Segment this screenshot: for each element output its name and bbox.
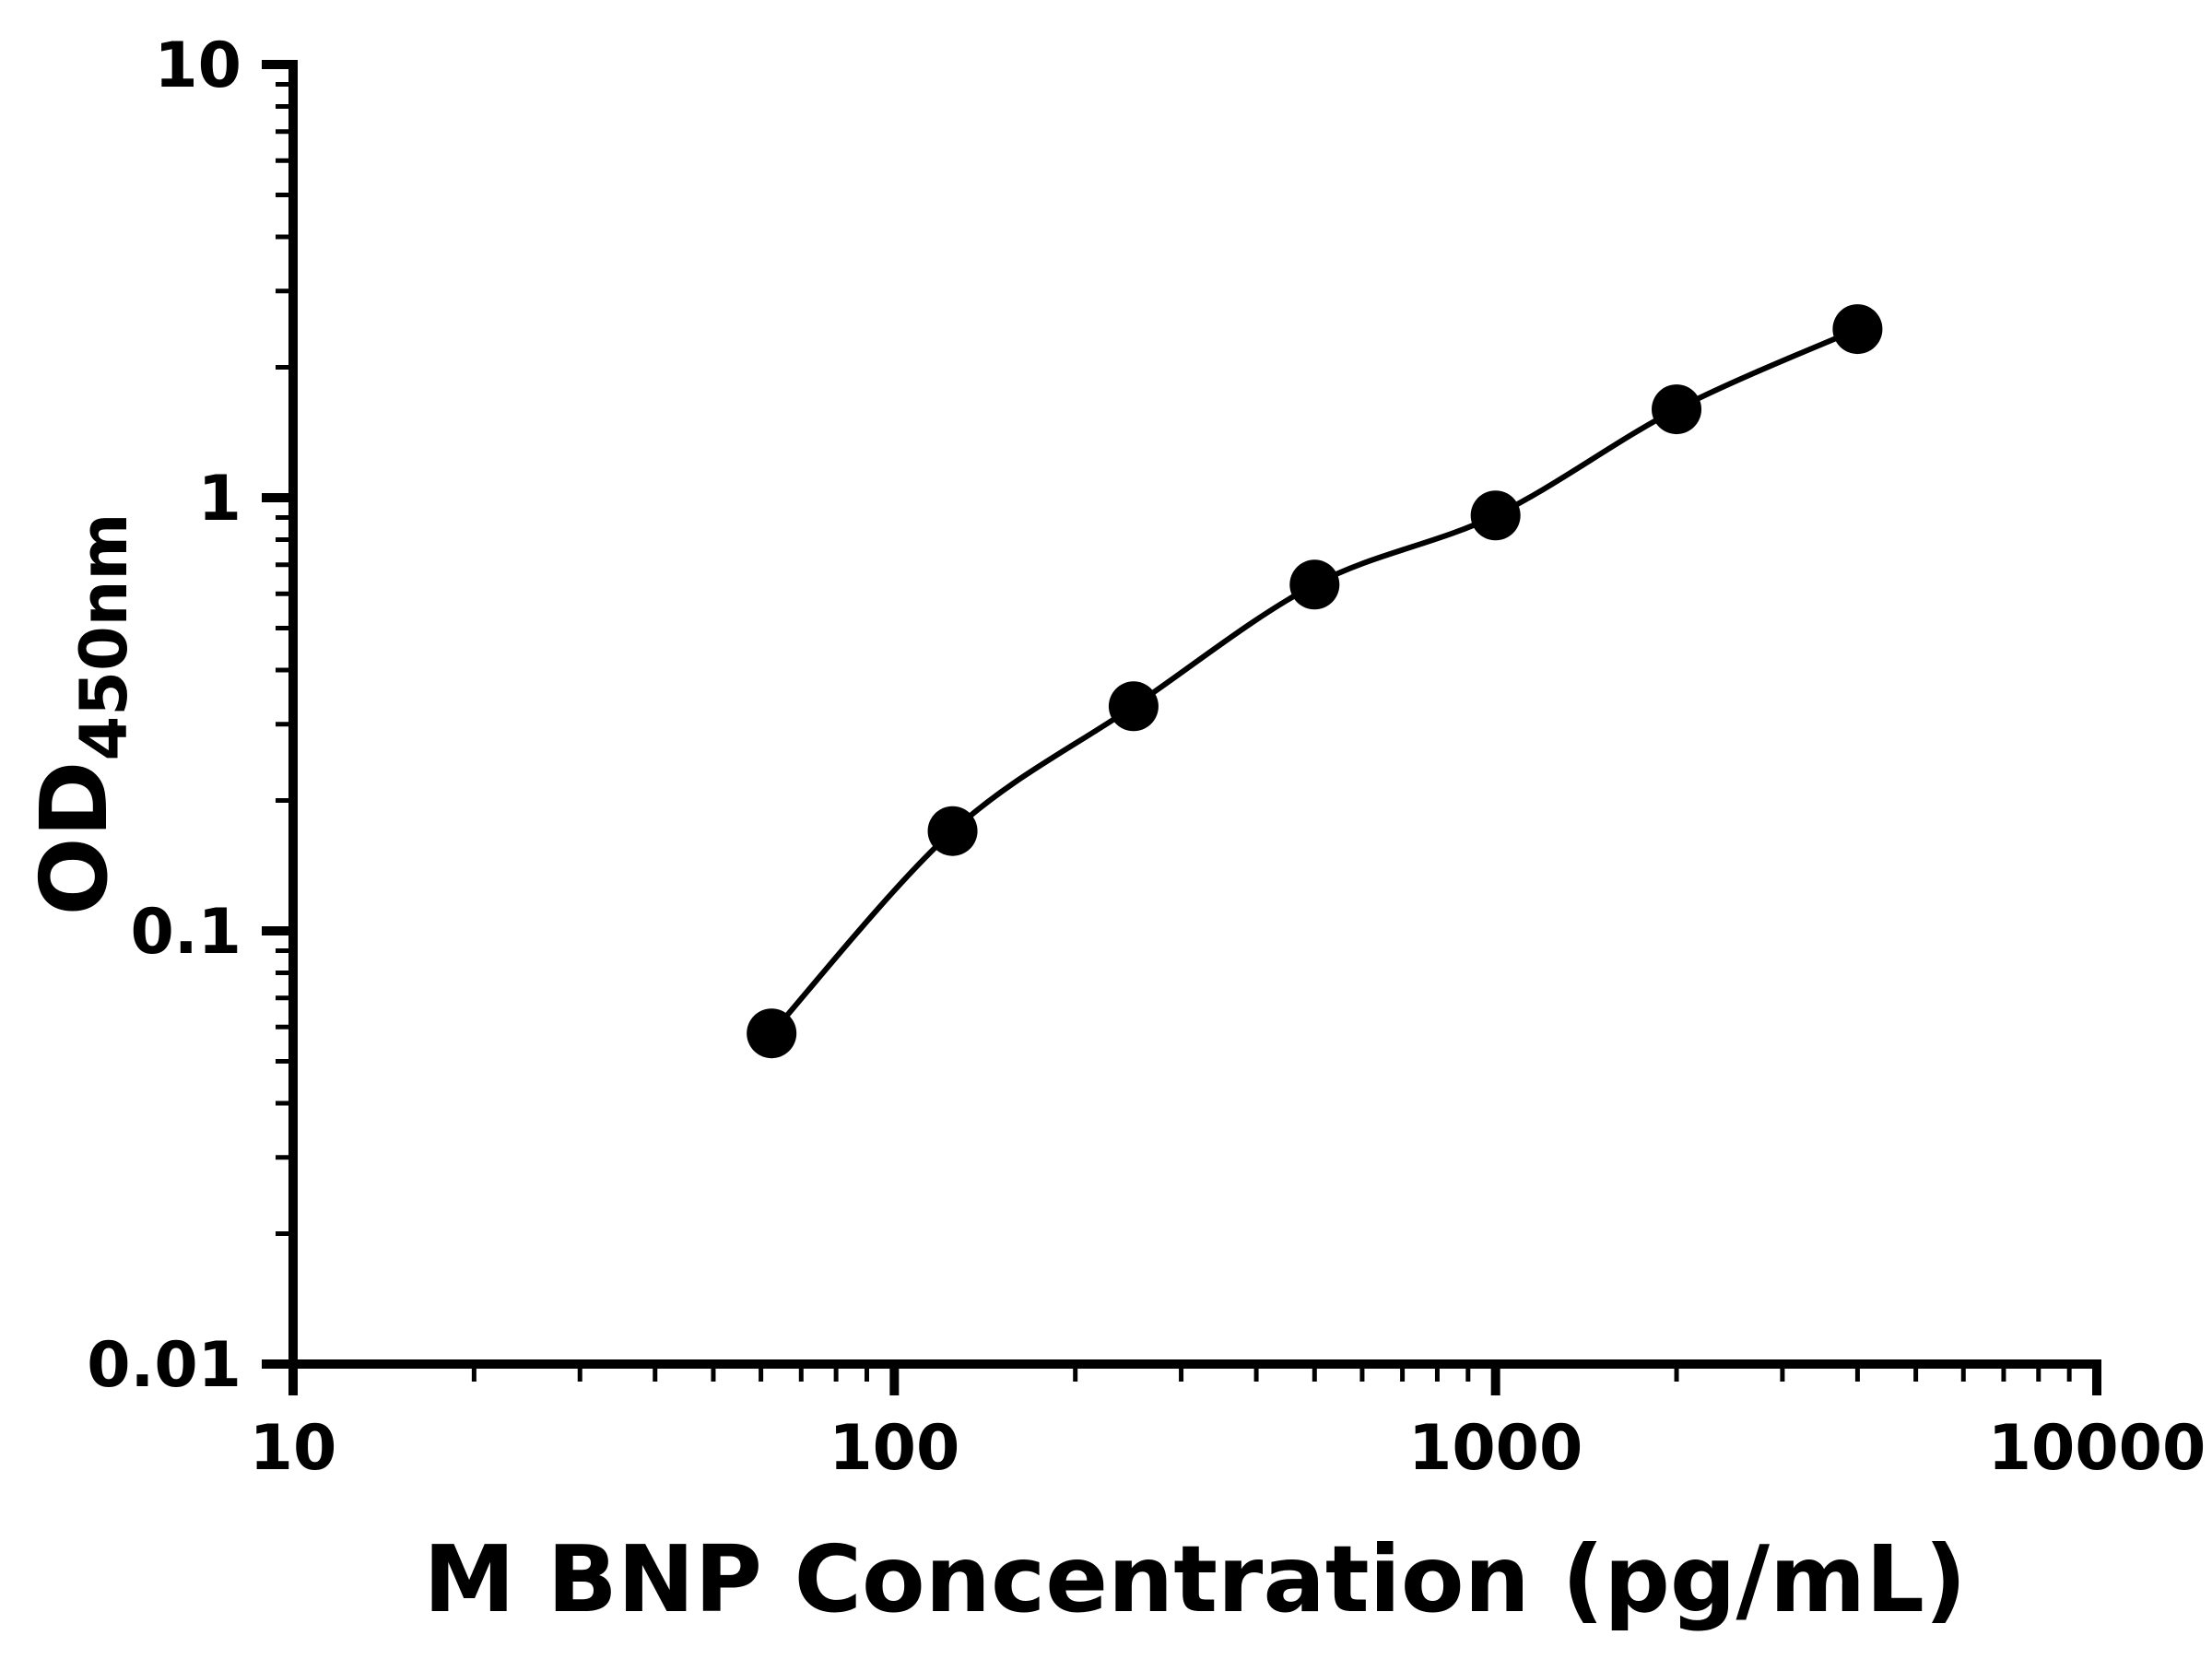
y-axis-title: OD450nm [20, 513, 142, 916]
x-tick-label: 10 [250, 1412, 337, 1485]
data-point [1832, 304, 1883, 355]
axis-frame [288, 60, 2101, 1369]
y-tick-label: 10 [154, 29, 241, 102]
y-tick-label: 0.1 [131, 896, 241, 969]
y-tick-label: 1 [198, 463, 241, 535]
data-point [1470, 490, 1521, 541]
data-point [747, 1008, 797, 1059]
fit-curve [769, 326, 1859, 1036]
data-point [1289, 559, 1340, 610]
y-tick-label: 0.01 [87, 1329, 241, 1402]
x-tick-label: 10000 [1988, 1412, 2206, 1485]
x-axis-title: M BNP Concentration (pg/mL) [423, 1525, 1966, 1633]
data-point [1108, 681, 1159, 732]
data-point [1652, 384, 1702, 435]
x-tick-label: 100 [829, 1412, 959, 1485]
x-tick-label: 1000 [1408, 1412, 1583, 1485]
data-point [927, 806, 978, 856]
